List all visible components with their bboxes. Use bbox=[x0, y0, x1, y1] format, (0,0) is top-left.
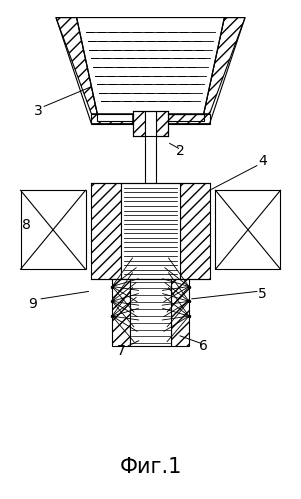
Polygon shape bbox=[216, 190, 281, 269]
Text: 8: 8 bbox=[22, 218, 31, 232]
Polygon shape bbox=[121, 183, 180, 279]
Polygon shape bbox=[20, 190, 85, 269]
Polygon shape bbox=[144, 111, 157, 183]
Polygon shape bbox=[112, 279, 130, 346]
Polygon shape bbox=[171, 279, 189, 346]
Polygon shape bbox=[77, 17, 224, 114]
Polygon shape bbox=[133, 111, 144, 136]
Polygon shape bbox=[204, 17, 245, 114]
Text: 3: 3 bbox=[34, 104, 43, 118]
Text: 7: 7 bbox=[116, 344, 125, 358]
Text: Фиг.1: Фиг.1 bbox=[119, 457, 182, 477]
Text: 9: 9 bbox=[28, 297, 37, 311]
Polygon shape bbox=[157, 111, 168, 136]
Text: 4: 4 bbox=[258, 154, 267, 168]
Polygon shape bbox=[92, 114, 209, 124]
Polygon shape bbox=[92, 183, 121, 279]
Polygon shape bbox=[180, 183, 209, 279]
Text: 2: 2 bbox=[176, 144, 185, 158]
Polygon shape bbox=[56, 17, 97, 114]
Polygon shape bbox=[130, 279, 171, 346]
Text: 6: 6 bbox=[199, 339, 208, 353]
Text: 5: 5 bbox=[258, 287, 267, 301]
